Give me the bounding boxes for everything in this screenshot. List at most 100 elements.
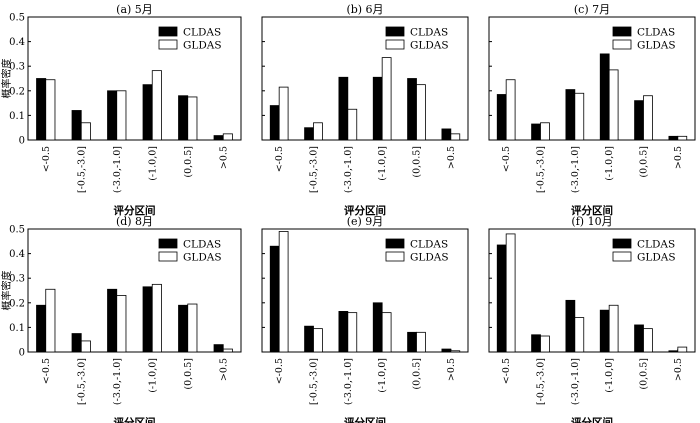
bar-cldas-4 bbox=[599, 53, 610, 141]
x-tick-label: (-3.0,-1.0] bbox=[570, 146, 581, 193]
y-axis-label: 概率密度 bbox=[0, 271, 13, 311]
x-tick-label: >0.5 bbox=[218, 358, 229, 381]
legend-label-cldas: CLDAS bbox=[410, 239, 448, 251]
bar-gldas-3 bbox=[574, 92, 585, 141]
legend-swatch-gldas bbox=[385, 251, 405, 262]
bar-cldas-1 bbox=[496, 94, 507, 141]
plot-frame bbox=[488, 16, 696, 141]
bar-gldas-4 bbox=[608, 69, 619, 141]
bar-cldas-5 bbox=[178, 95, 189, 141]
y-tick-label: 0.5 bbox=[9, 225, 25, 236]
chart-panel-1: (a) 5月 0 0.1 0.2 0.3 0.4 0.5 概率密度 <-0.5 [-0.5,-3.… bbox=[0, 3, 242, 217]
x-tick-label: (0,0.5] bbox=[183, 146, 194, 178]
bar-cldas-2 bbox=[304, 325, 314, 353]
legend-label-cldas: CLDAS bbox=[183, 239, 221, 251]
bar-cldas-1 bbox=[496, 244, 507, 353]
bar-gldas-5 bbox=[187, 303, 198, 353]
chart-title: (e) 9月 bbox=[347, 215, 384, 228]
legend-swatch-gldas bbox=[612, 251, 632, 262]
bar-cldas-6 bbox=[441, 128, 452, 141]
bar-cldas-1 bbox=[36, 78, 47, 141]
bar-gldas-1 bbox=[505, 79, 516, 141]
legend-label-gldas: GLDAS bbox=[637, 40, 676, 52]
bar-gldas-5 bbox=[416, 84, 426, 141]
bar-gldas-4 bbox=[151, 70, 162, 141]
bar-cldas-5 bbox=[634, 100, 644, 141]
bar-gldas-5 bbox=[643, 95, 653, 141]
chart-title: (d) 8月 bbox=[116, 215, 153, 228]
x-tick-label: [-0.5,-3.0] bbox=[309, 358, 320, 405]
legend-label-gldas: GLDAS bbox=[183, 252, 222, 264]
bar-gldas-4 bbox=[151, 283, 162, 353]
x-tick-label: >0.5 bbox=[446, 358, 457, 381]
chart-title: (f) 10月 bbox=[571, 215, 612, 228]
chart-title: (c) 7月 bbox=[574, 3, 610, 16]
x-tick-label: (-3.0,-1.0] bbox=[343, 358, 354, 405]
y-tick-label: 0.3 bbox=[9, 62, 25, 73]
legend-swatch-cldas bbox=[158, 26, 178, 37]
x-tick-label: <-0.5 bbox=[274, 146, 285, 172]
x-tick-label: (-1.0,0] bbox=[147, 358, 158, 393]
x-axis-label: 评分区间 bbox=[114, 416, 156, 423]
x-tick-label: [-0.5,-3.0] bbox=[536, 358, 547, 405]
bar-gldas-2 bbox=[313, 328, 323, 353]
chart-panel-5: (e) 9月 <-0.5 [-0.5,-3.0] (-3.0,-1.0] (-1.0,0… bbox=[261, 215, 469, 423]
bar-gldas-5 bbox=[416, 331, 426, 353]
bar-cldas-5 bbox=[634, 324, 644, 353]
legend-swatch-gldas bbox=[158, 39, 178, 50]
x-axis-label: 评分区间 bbox=[344, 204, 386, 217]
bar-gldas-2 bbox=[540, 335, 550, 353]
bar-gldas-1 bbox=[278, 231, 289, 353]
plot-frame bbox=[27, 228, 242, 353]
y-tick-label: 0.1 bbox=[9, 323, 25, 334]
x-tick-label: (0,0.5] bbox=[639, 146, 650, 178]
legend-label-cldas: CLDAS bbox=[637, 239, 675, 251]
x-tick-label: [-0.5,-3.0] bbox=[536, 146, 547, 193]
x-tick-label: (0,0.5] bbox=[639, 358, 650, 390]
x-tick-label: [-0.5,-3.0] bbox=[76, 146, 87, 193]
bar-gldas-6 bbox=[222, 133, 233, 141]
chart-title: (a) 5月 bbox=[116, 3, 153, 16]
bar-cldas-1 bbox=[269, 245, 280, 353]
x-tick-label: >0.5 bbox=[673, 358, 684, 381]
x-tick-label: <-0.5 bbox=[41, 358, 52, 384]
plot-frame bbox=[261, 228, 469, 353]
bar-gldas-3 bbox=[116, 295, 127, 353]
bar-gldas-2 bbox=[540, 122, 550, 141]
x-tick-label: (-3.0,-1.0] bbox=[570, 358, 581, 405]
x-tick-label: (0,0.5] bbox=[412, 358, 423, 390]
plot-frame bbox=[261, 16, 469, 141]
bar-cldas-6 bbox=[668, 135, 679, 141]
legend-label-gldas: GLDAS bbox=[183, 40, 222, 52]
x-tick-label: [-0.5,-3.0] bbox=[309, 146, 320, 193]
bar-cldas-4 bbox=[142, 84, 153, 141]
bar-cldas-2 bbox=[71, 110, 82, 141]
bar-cldas-3 bbox=[565, 299, 576, 353]
x-tick-label: (0,0.5] bbox=[412, 146, 423, 178]
x-axis-label: 评分区间 bbox=[114, 204, 156, 217]
y-tick-label: 0.5 bbox=[9, 13, 25, 24]
x-tick-label: (-3.0,-1.0] bbox=[112, 358, 123, 405]
legend-swatch-cldas bbox=[385, 238, 405, 249]
legend-label-cldas: CLDAS bbox=[410, 27, 448, 39]
bar-cldas-1 bbox=[269, 105, 280, 141]
bar-gldas-1 bbox=[505, 233, 516, 353]
bar-cldas-6 bbox=[441, 348, 452, 353]
bar-gldas-6 bbox=[450, 133, 461, 141]
bar-gldas-2 bbox=[313, 122, 323, 141]
legend-label-gldas: GLDAS bbox=[410, 252, 449, 264]
plot-frame bbox=[27, 16, 242, 141]
bar-cldas-6 bbox=[213, 135, 224, 141]
legend-label-gldas: GLDAS bbox=[410, 40, 449, 52]
y-tick-label: 0.3 bbox=[9, 274, 25, 285]
x-tick-label: <-0.5 bbox=[41, 146, 52, 172]
legend-swatch-cldas bbox=[385, 26, 405, 37]
bar-cldas-3 bbox=[338, 76, 349, 141]
chart-panel-6: (f) 10月 <-0.5 [-0.5,-3.0] (-3.0,-1.0] (-1.0,… bbox=[488, 215, 696, 423]
y-tick-label: 0.2 bbox=[9, 298, 25, 309]
y-tick-label: 0 bbox=[19, 348, 25, 359]
chart-panel-3: (c) 7月 <-0.5 [-0.5,-3.0] (-3.0,-1.0] (-1.0,0… bbox=[488, 3, 696, 217]
bar-gldas-1 bbox=[45, 79, 56, 141]
x-tick-label: >0.5 bbox=[218, 146, 229, 169]
